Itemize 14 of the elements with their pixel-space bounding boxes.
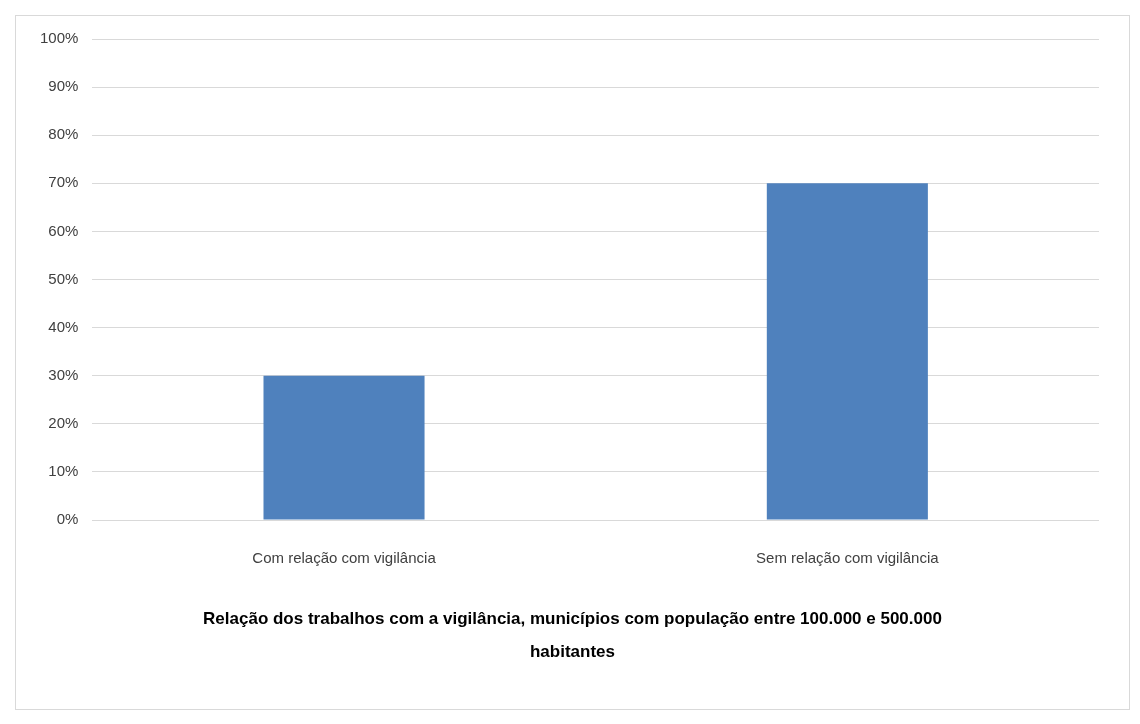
y-tick-label: 40% <box>48 317 79 335</box>
y-tick-label: 10% <box>48 462 79 480</box>
x-tick-label: Sem relação com vigilância <box>756 549 940 567</box>
x-tick-label: Com relação com vigilância <box>252 549 437 567</box>
y-tick-label: 90% <box>48 77 79 95</box>
y-tick-label: 20% <box>48 413 79 431</box>
y-tick-label: 100% <box>39 29 79 47</box>
y-tick-label: 80% <box>48 125 79 143</box>
x-axis-title: Relação dos trabalhos com a vigilância, municípios com população entre 100.000 e 500.000 habitantes <box>202 608 943 663</box>
y-tick-label: 0% <box>56 510 79 528</box>
y-tick-label: 30% <box>48 365 79 383</box>
y-tick-label: 50% <box>48 269 79 287</box>
y-tick-label: 70% <box>48 173 79 191</box>
y-tick-label: 60% <box>48 221 79 239</box>
